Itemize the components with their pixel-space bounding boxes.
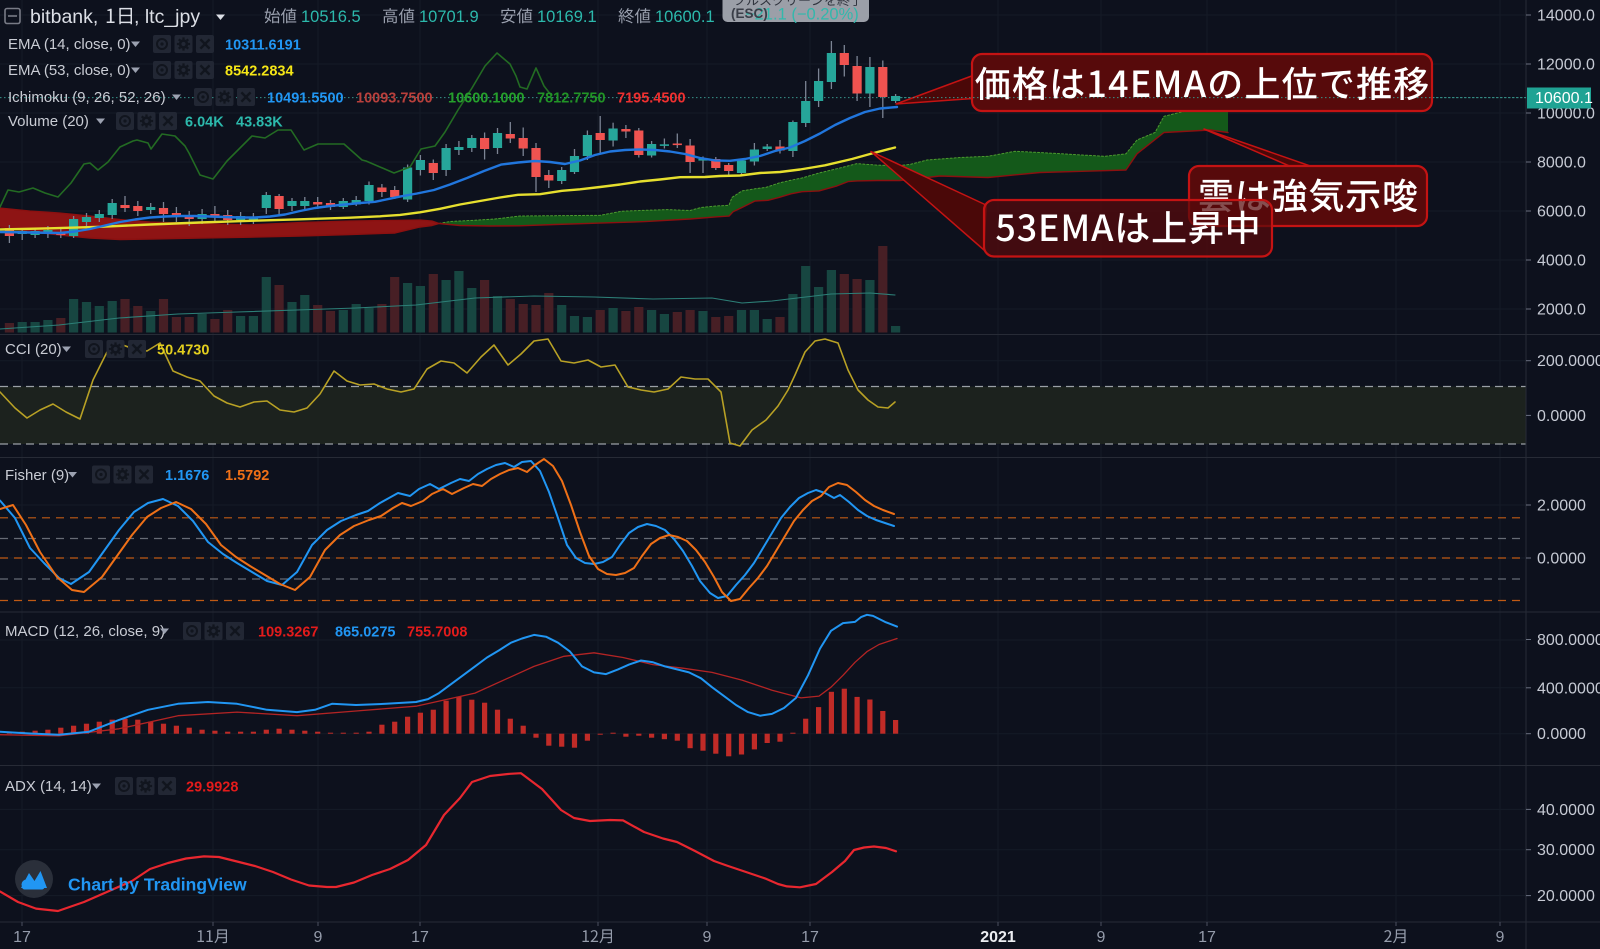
svg-text:0.0000: 0.0000 — [1537, 726, 1586, 743]
svg-text:0.0000: 0.0000 — [1537, 408, 1586, 425]
svg-text:30.0000: 30.0000 — [1537, 842, 1595, 859]
svg-text:Fisher (9): Fisher (9) — [5, 467, 69, 484]
svg-text:2000.0: 2000.0 — [1537, 302, 1586, 319]
svg-text:43.83K: 43.83K — [236, 115, 283, 131]
svg-text:10516.5: 10516.5 — [301, 8, 361, 26]
svg-text:, ltc_jpy: , ltc_jpy — [134, 6, 200, 28]
svg-text:10169.1: 10169.1 — [537, 8, 597, 26]
svg-text:4000.0: 4000.0 — [1537, 253, 1586, 270]
svg-text:10600.1000: 10600.1000 — [448, 91, 525, 107]
svg-text:109.3267: 109.3267 — [258, 625, 318, 641]
svg-text:Volume (20): Volume (20) — [8, 113, 89, 130]
svg-text:9: 9 — [1496, 929, 1505, 946]
svg-text:10701.9: 10701.9 — [419, 8, 479, 26]
svg-text:1.1676: 1.1676 — [165, 468, 209, 484]
svg-text:10491.5500: 10491.5500 — [267, 91, 344, 107]
svg-text:10600.1: 10600.1 — [655, 8, 715, 26]
svg-text:12000.0: 12000.0 — [1537, 57, 1595, 74]
svg-text:17: 17 — [13, 929, 31, 946]
svg-text:17: 17 — [1198, 929, 1216, 946]
svg-text:865.0275: 865.0275 — [335, 625, 395, 641]
svg-text:17: 17 — [411, 929, 429, 946]
svg-text:1.5792: 1.5792 — [225, 468, 269, 484]
svg-text:9: 9 — [314, 929, 323, 946]
svg-text:−21.1 (−0.20%): −21.1 (−0.20%) — [745, 6, 859, 24]
svg-text:7812.7750: 7812.7750 — [537, 91, 606, 107]
svg-text:2021: 2021 — [980, 929, 1016, 946]
svg-text:17: 17 — [801, 929, 819, 946]
svg-text:9: 9 — [1097, 929, 1106, 946]
svg-text:50.4730: 50.4730 — [157, 343, 209, 359]
svg-text:0.0000: 0.0000 — [1537, 551, 1586, 568]
svg-text:MACD (12, 26, close, 9): MACD (12, 26, close, 9) — [5, 623, 165, 640]
svg-text:29.9928: 29.9928 — [186, 780, 238, 796]
svg-text:6000.0: 6000.0 — [1537, 204, 1586, 221]
svg-text:ADX (14, 14): ADX (14, 14) — [5, 778, 92, 795]
svg-text:EMA (53, close, 0): EMA (53, close, 0) — [8, 62, 131, 79]
svg-text:20.0000: 20.0000 — [1537, 888, 1595, 905]
svg-text:9: 9 — [703, 929, 712, 946]
svg-text:7195.4500: 7195.4500 — [617, 91, 686, 107]
svg-text:10000.0: 10000.0 — [1537, 106, 1595, 123]
svg-text:8000.0: 8000.0 — [1537, 155, 1586, 172]
svg-text:40.0000: 40.0000 — [1537, 802, 1595, 819]
svg-text:bitbank,: bitbank, — [30, 6, 98, 28]
svg-text:10600.1: 10600.1 — [1535, 90, 1593, 107]
svg-text:CCI (20): CCI (20) — [5, 341, 62, 358]
svg-text:800.0000: 800.0000 — [1537, 632, 1600, 649]
svg-text:755.7008: 755.7008 — [407, 625, 467, 641]
svg-text:14000.0: 14000.0 — [1537, 8, 1595, 25]
svg-text:10311.6191: 10311.6191 — [225, 38, 301, 54]
svg-text:Ichimoku (9, 26, 52, 26): Ichimoku (9, 26, 52, 26) — [8, 89, 166, 106]
svg-text:EMA (14, close, 0): EMA (14, close, 0) — [8, 36, 131, 53]
svg-text:(ESC): (ESC) — [731, 6, 768, 21]
svg-text:8542.2834: 8542.2834 — [225, 64, 294, 80]
svg-text:2.0000: 2.0000 — [1537, 498, 1586, 515]
svg-text:Chart by TradingView: Chart by TradingView — [68, 875, 247, 895]
svg-text:10093.7500: 10093.7500 — [356, 91, 433, 107]
svg-text:400.0000: 400.0000 — [1537, 680, 1600, 697]
svg-text:200.0000: 200.0000 — [1537, 353, 1600, 370]
svg-text:6.04K: 6.04K — [185, 115, 224, 131]
